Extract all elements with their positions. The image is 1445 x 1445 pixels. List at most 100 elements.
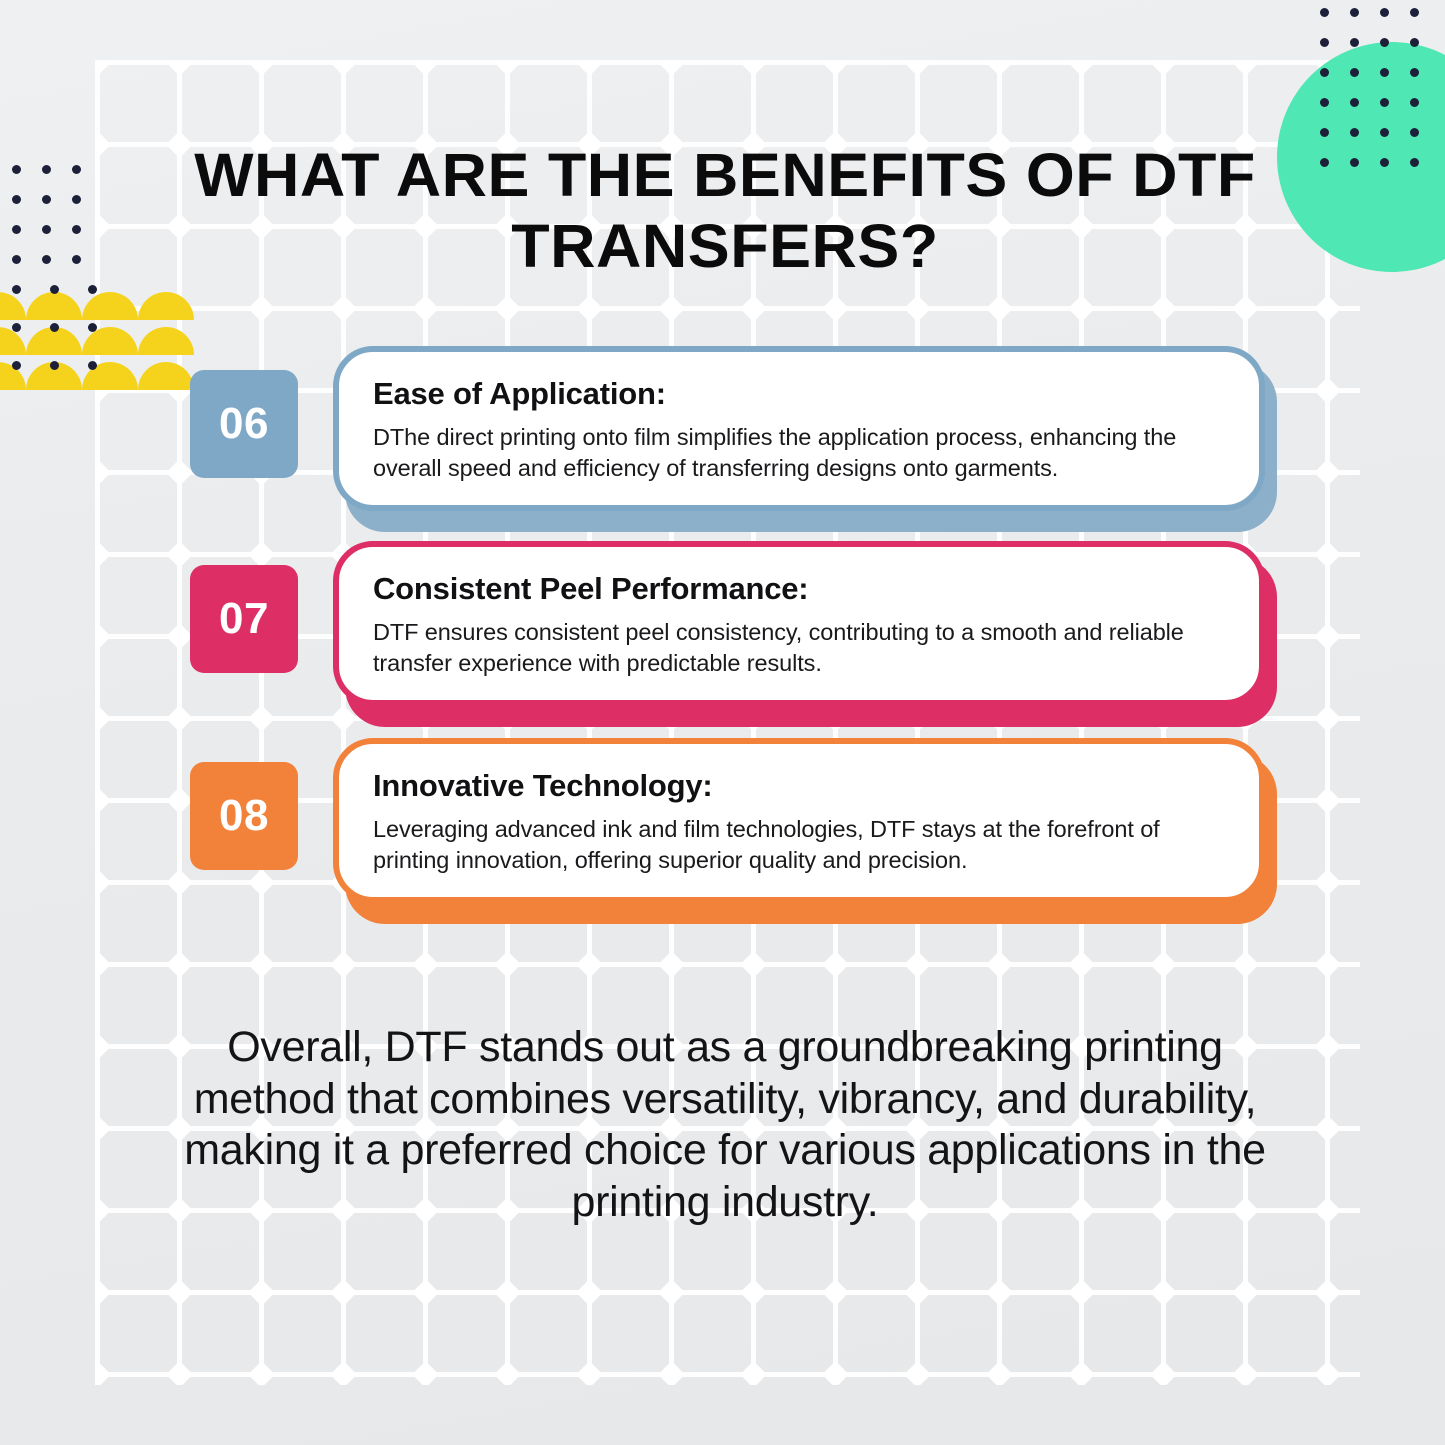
grid-diamond	[95, 541, 111, 568]
decor-dot	[1320, 8, 1329, 17]
grid-diamond	[166, 541, 193, 568]
grid-diamond	[1232, 295, 1259, 322]
grid-diamond	[740, 1361, 767, 1385]
yellow-semicircle	[82, 292, 138, 320]
grid-diamond	[986, 951, 1013, 978]
grid-diamond	[1314, 1361, 1341, 1385]
yellow-semicircle	[138, 362, 194, 390]
grid-diamond	[1232, 1279, 1259, 1306]
card-07: Consistent Peel Performance: DTF ensures…	[333, 541, 1265, 707]
yellow-semicircle	[26, 292, 82, 320]
decor-dot	[88, 323, 97, 332]
grid-diamond	[986, 1361, 1013, 1385]
yellow-semicircle	[26, 362, 82, 390]
grid-diamond	[494, 295, 521, 322]
decor-dot	[12, 323, 21, 332]
yellow-semicircle-decoration	[0, 285, 194, 390]
yellow-semicircle	[82, 327, 138, 355]
card-heading-06: Ease of Application:	[373, 376, 666, 411]
yellow-semicircle	[138, 292, 194, 320]
grid-diamond	[576, 60, 603, 76]
decor-dot	[12, 361, 21, 370]
grid-diamond	[904, 1279, 931, 1306]
dot-matrix-left-overlay	[12, 285, 97, 390]
grid-diamond	[95, 459, 111, 486]
grid-diamond	[986, 295, 1013, 322]
grid-diamond	[412, 60, 439, 76]
decor-dot	[50, 361, 59, 370]
grid-diamond	[1314, 459, 1341, 486]
grid-diamond	[166, 377, 193, 404]
decor-dot	[12, 165, 21, 174]
grid-diamond	[576, 951, 603, 978]
grid-diamond	[95, 377, 111, 404]
decor-dot	[42, 255, 51, 264]
grid-diamond	[1314, 541, 1341, 568]
badge-label-06: 06	[219, 399, 269, 448]
card-heading-07: Consistent Peel Performance:	[373, 571, 809, 606]
yellow-semicircle	[26, 327, 82, 355]
decor-dot	[1380, 8, 1389, 17]
grid-diamond	[904, 60, 931, 76]
badge-number-07: 07	[190, 565, 298, 673]
grid-diamond	[330, 951, 357, 978]
grid-diamond	[166, 1361, 193, 1385]
decor-dot	[1410, 8, 1419, 17]
card-08: Innovative Technology: Leveraging advanc…	[333, 738, 1265, 904]
decor-dot	[72, 225, 81, 234]
grid-diamond	[412, 1279, 439, 1306]
grid-diamond	[1068, 1361, 1095, 1385]
grid-diamond	[248, 1279, 275, 1306]
grid-diamond	[904, 951, 931, 978]
grid-diamond	[986, 1279, 1013, 1306]
grid-diamond	[822, 951, 849, 978]
grid-diamond	[1068, 1279, 1095, 1306]
decor-dot	[72, 255, 81, 264]
grid-diamond	[95, 1279, 111, 1306]
grid-diamond	[248, 951, 275, 978]
card-body-07: DTF ensures consistent peel consistency,…	[373, 619, 1184, 676]
grid-diamond	[1314, 951, 1341, 978]
grid-diamond	[412, 295, 439, 322]
decor-dot	[72, 195, 81, 204]
grid-diamond	[95, 869, 111, 896]
grid-diamond	[166, 623, 193, 650]
card-06: Ease of Application: DThe direct printin…	[333, 346, 1265, 512]
grid-diamond	[95, 1197, 111, 1224]
grid-diamond	[1232, 951, 1259, 978]
grid-diamond	[95, 1033, 111, 1060]
card-body-06: DThe direct printing onto film simplifie…	[373, 424, 1177, 481]
grid-diamond	[166, 705, 193, 732]
yellow-semicircle	[0, 327, 26, 355]
yellow-semicircle	[0, 362, 26, 390]
grid-diamond	[166, 459, 193, 486]
decor-dot	[42, 225, 51, 234]
grid-diamond	[822, 1361, 849, 1385]
decor-dot	[88, 285, 97, 294]
grid-diamond	[904, 1361, 931, 1385]
grid-diamond	[1232, 60, 1259, 76]
grid-diamond	[95, 60, 111, 76]
grid-diamond	[248, 1361, 275, 1385]
grid-diamond	[1314, 787, 1341, 814]
grid-diamond	[166, 869, 193, 896]
grid-diamond	[166, 295, 193, 322]
badge-label-08: 08	[219, 791, 269, 840]
grid-diamond	[248, 295, 275, 322]
page-title: WHAT ARE THE BENEFITS OF DTF TRANSFERS?	[194, 141, 1256, 280]
card-body-08: Leveraging advanced ink and film technol…	[373, 816, 1160, 873]
grid-diamond	[1314, 869, 1341, 896]
decor-dot	[1320, 38, 1329, 47]
decor-dot	[12, 255, 21, 264]
grid-diamond	[1068, 951, 1095, 978]
grid-diamond	[166, 1279, 193, 1306]
grid-diamond	[576, 1361, 603, 1385]
grid-diamond	[95, 787, 111, 814]
decor-dot	[42, 195, 51, 204]
grid-diamond	[248, 60, 275, 76]
card-heading-08: Innovative Technology:	[373, 768, 713, 803]
grid-diamond	[1314, 1197, 1341, 1224]
grid-diamond	[330, 60, 357, 76]
grid-diamond	[1150, 951, 1177, 978]
grid-diamond	[1314, 377, 1341, 404]
